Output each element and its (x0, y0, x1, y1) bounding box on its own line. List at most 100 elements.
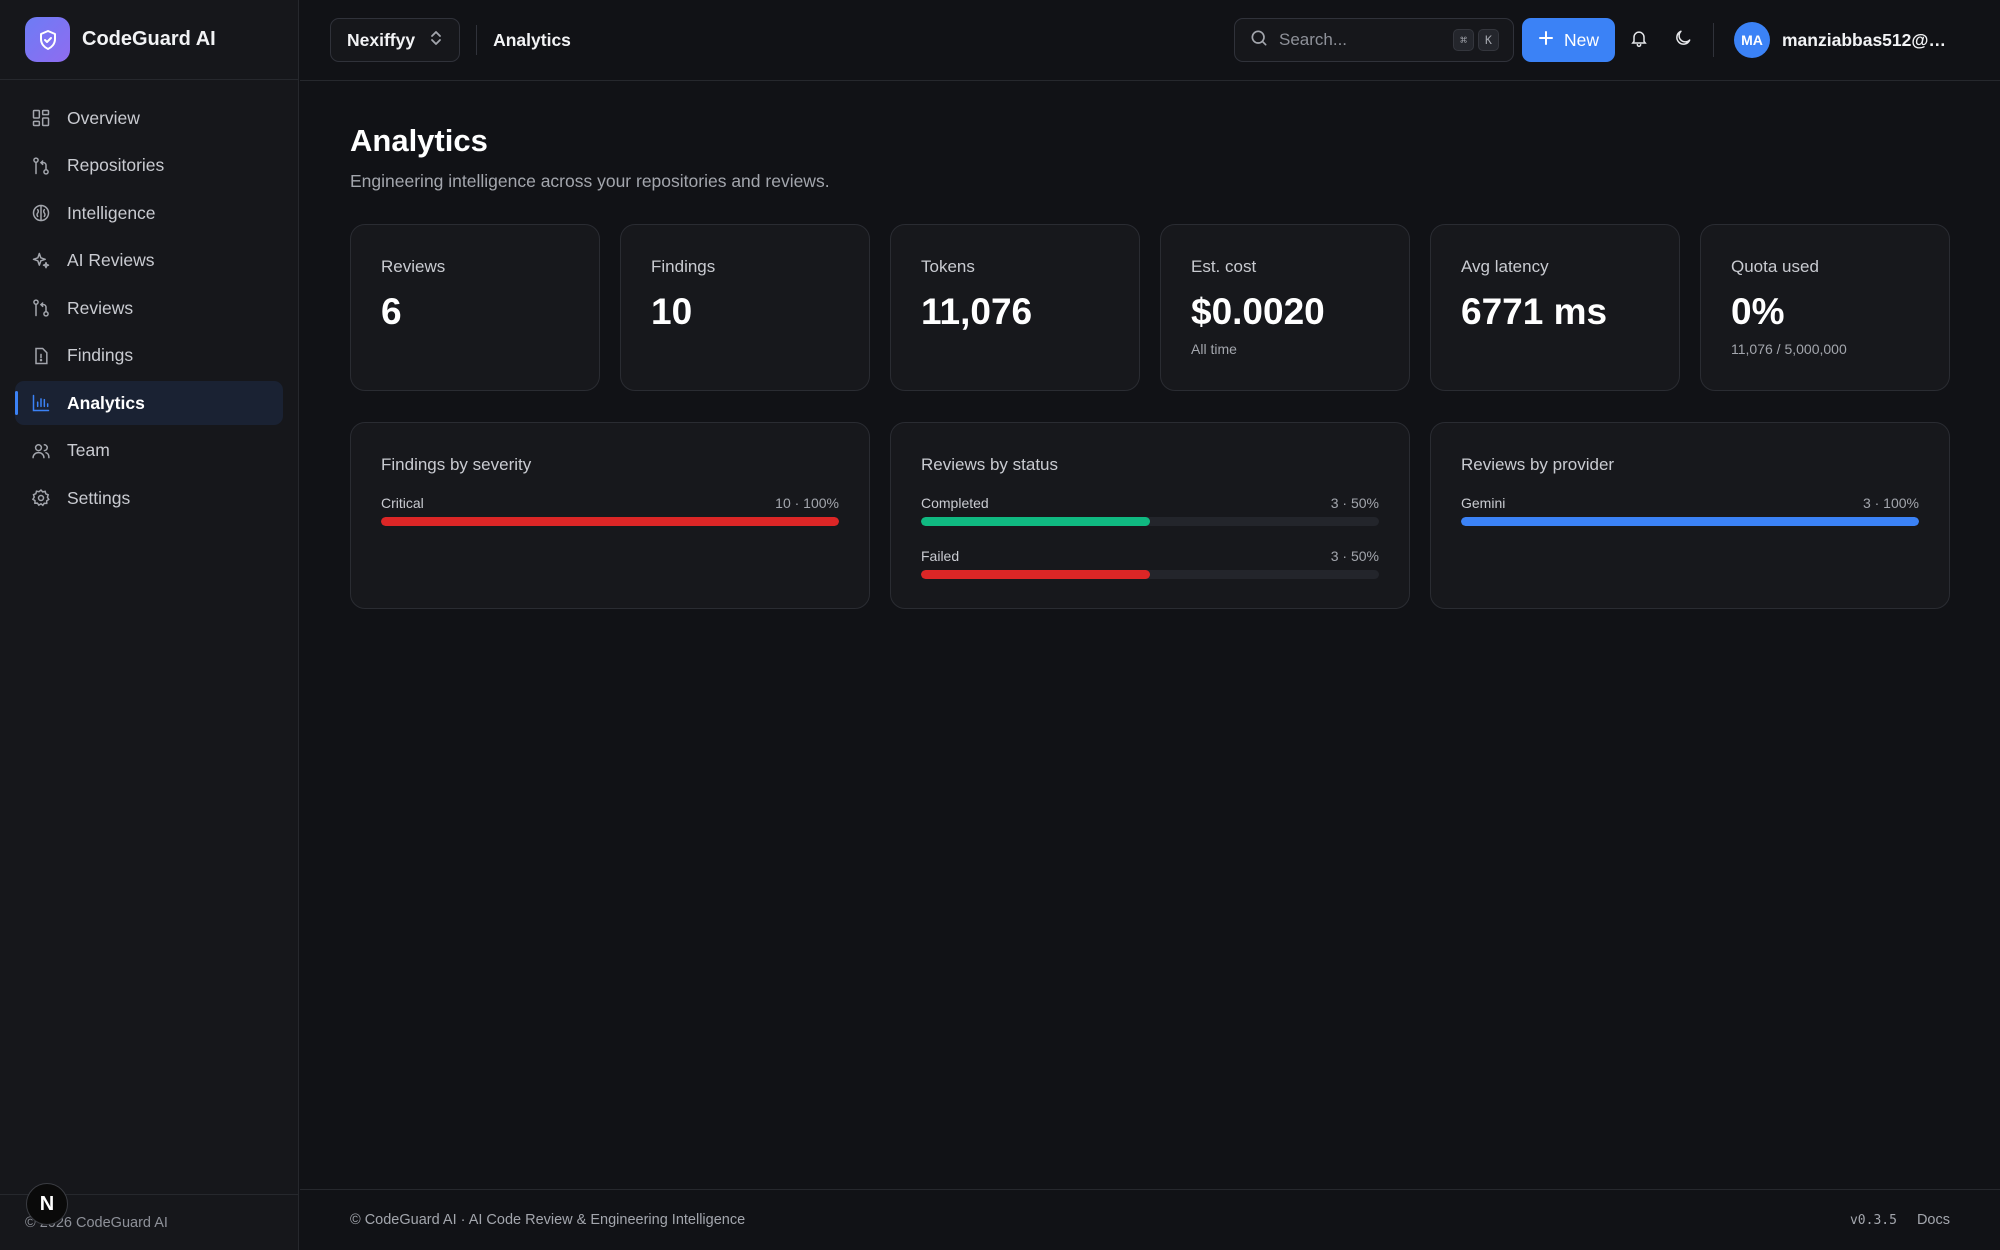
brain-icon (30, 202, 52, 224)
panel-title: Reviews by status (921, 455, 1058, 474)
page-footer: © CodeGuard AI · AI Code Review & Engine… (300, 1189, 2000, 1250)
avatar[interactable]: MA (1734, 22, 1770, 58)
sidebar-item-team[interactable]: Team (15, 429, 283, 473)
brand[interactable]: CodeGuard AI (0, 0, 298, 80)
divider (1713, 23, 1714, 57)
sidebar-item-label: Analytics (67, 392, 145, 413)
stat-card-avg-latency: Avg latency 6771 ms (1430, 224, 1680, 391)
stat-sub: All time (1191, 341, 1237, 357)
sidebar-item-reviews[interactable]: Reviews (15, 286, 283, 330)
panel-findings-by-severity: Findings by severity Critical 10 · 100% (350, 422, 870, 609)
topbar: Nexiffyy Analytics Search... ⌘ K New (300, 0, 2000, 81)
bar-row: Critical 10 · 100% (381, 495, 839, 526)
sidebar-item-settings[interactable]: Settings (15, 476, 283, 520)
stat-label: Quota used (1731, 257, 1819, 276)
docs-link[interactable]: Docs (1916, 1212, 1950, 1228)
stat-card-quota-used: Quota used 0% 11,076 / 5,000,000 (1700, 224, 1950, 391)
sidebar-item-analytics[interactable]: Analytics (15, 381, 283, 425)
stat-value: 11,076 (921, 291, 1033, 332)
stat-card-reviews: Reviews 6 (350, 224, 600, 391)
sidebar-item-label: Repositories (67, 155, 165, 175)
stat-value: 6771 ms (1461, 291, 1608, 332)
new-button-label: New (1563, 29, 1599, 50)
main-content: Analytics Engineering intelligence acros… (350, 123, 1950, 609)
dev-tools-badge[interactable]: N (26, 1183, 68, 1225)
bell-icon (1629, 28, 1649, 53)
sidebar-item-repositories[interactable]: Repositories (15, 144, 283, 188)
git-branch-icon (30, 155, 52, 177)
version-label: v0.3.5 (1849, 1212, 1897, 1228)
panel-title: Findings by severity (381, 455, 532, 474)
moon-icon (1673, 28, 1693, 53)
stat-label: Avg latency (1461, 257, 1549, 276)
org-switcher[interactable]: Nexiffyy (330, 18, 461, 62)
progress-track (921, 517, 1379, 526)
sidebar-item-label: Findings (67, 345, 134, 365)
divider (476, 25, 478, 55)
sidebar-item-ai-reviews[interactable]: AI Reviews (15, 239, 283, 283)
panel-reviews-by-status: Reviews by status Completed 3 · 50% Fail… (890, 422, 1410, 609)
progress-fill (1461, 517, 1919, 526)
new-button[interactable]: New (1521, 18, 1615, 62)
bar-label: Completed (921, 495, 989, 511)
gear-icon (30, 487, 52, 509)
sidebar-item-findings[interactable]: Findings (15, 334, 283, 378)
stat-sub: 11,076 / 5,000,000 (1731, 341, 1847, 357)
sidebar-item-overview[interactable]: Overview (15, 96, 283, 140)
sidebar-item-label: Reviews (67, 297, 134, 318)
progress-track (381, 517, 839, 526)
stat-value: 6 (381, 291, 402, 332)
sidebar-item-label: Settings (67, 487, 131, 508)
sidebar-item-label: Intelligence (67, 202, 156, 223)
page-subtitle: Engineering intelligence across your rep… (350, 171, 830, 191)
stat-label: Findings (651, 257, 716, 276)
progress-track (1461, 517, 1919, 526)
stat-value: 0% (1731, 291, 1785, 332)
breakdown-panels: Findings by severity Critical 10 · 100% … (350, 422, 1950, 609)
stats-row: Reviews 6 Findings 10 Tokens 11,076 Est.… (350, 224, 1950, 391)
stat-card-tokens: Tokens 11,076 (890, 224, 1140, 391)
bar-row: Gemini 3 · 100% (1461, 495, 1919, 526)
stat-label: Reviews (381, 257, 446, 276)
bar-value: 3 · 50% (1330, 495, 1379, 511)
shield-icon (25, 17, 70, 62)
grid-icon (30, 107, 52, 129)
kbd-cmd: ⌘ (1453, 29, 1475, 51)
search-icon (1249, 28, 1269, 53)
bar-label: Gemini (1461, 495, 1506, 511)
breadcrumb: Analytics (493, 29, 571, 50)
bar-label: Critical (381, 495, 424, 511)
git-pull-request-icon (30, 297, 52, 319)
bar-row: Completed 3 · 50% (921, 495, 1379, 526)
progress-fill (921, 570, 1150, 579)
sidebar: CodeGuard AI Overview Repositories Intel… (0, 0, 299, 1250)
stat-value: $0.0020 (1191, 291, 1325, 332)
sidebar-nav: Overview Repositories Intelligence AI Re… (0, 80, 298, 540)
panel-reviews-by-provider: Reviews by provider Gemini 3 · 100% (1430, 422, 1950, 609)
stat-label: Tokens (921, 257, 975, 276)
stat-label: Est. cost (1191, 257, 1257, 276)
bar-value: 3 · 50% (1330, 548, 1379, 564)
bar-row: Failed 3 · 50% (921, 548, 1379, 579)
user-email[interactable]: manziabbas512@gmail.com (1782, 29, 1950, 50)
sidebar-item-label: AI Reviews (67, 250, 155, 270)
kbd-k: K (1478, 29, 1499, 51)
notifications-button[interactable] (1615, 18, 1663, 62)
footer-text: © CodeGuard AI · AI Code Review & Engine… (350, 1212, 746, 1228)
bar-label: Failed (921, 548, 960, 564)
brand-name: CodeGuard AI (82, 28, 216, 50)
progress-track (921, 570, 1379, 579)
search-shortcut: ⌘ K (1453, 29, 1499, 51)
bar-value: 10 · 100% (775, 495, 839, 511)
search-input[interactable]: Search... ⌘ K (1233, 18, 1514, 62)
sidebar-item-label: Overview (67, 107, 140, 128)
plus-icon (1538, 30, 1554, 51)
theme-toggle-button[interactable] (1663, 18, 1703, 62)
file-alert-icon (30, 345, 52, 367)
stat-card-est-cost: Est. cost $0.0020 All time (1160, 224, 1410, 391)
chevron-up-down-icon (429, 30, 443, 51)
stat-card-findings: Findings 10 (620, 224, 870, 391)
sidebar-item-intelligence[interactable]: Intelligence (15, 191, 283, 235)
panel-title: Reviews by provider (1461, 455, 1615, 474)
stat-value: 10 (651, 291, 693, 332)
